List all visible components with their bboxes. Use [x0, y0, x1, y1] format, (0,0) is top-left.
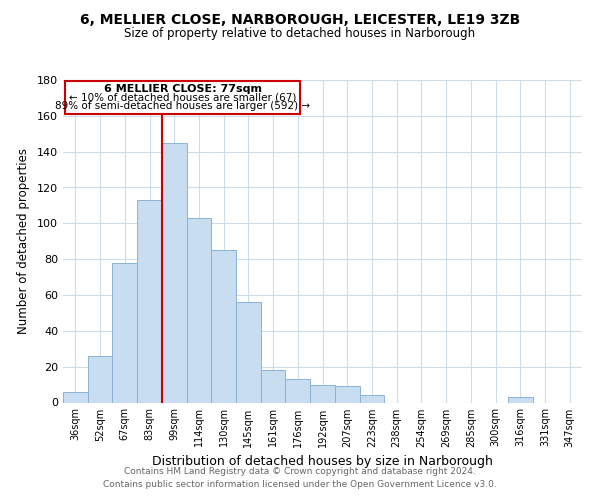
Bar [137, 200, 162, 402]
Bar [359, 396, 384, 402]
Bar [112, 262, 137, 402]
Bar [286, 379, 310, 402]
Bar [211, 250, 236, 402]
Bar [162, 142, 187, 402]
Text: Contains HM Land Registry data © Crown copyright and database right 2024.: Contains HM Land Registry data © Crown c… [124, 467, 476, 476]
Text: 89% of semi-detached houses are larger (592) →: 89% of semi-detached houses are larger (… [55, 100, 310, 110]
Bar [63, 392, 88, 402]
Bar [236, 302, 261, 402]
Bar [508, 397, 533, 402]
Bar [187, 218, 211, 402]
Text: ← 10% of detached houses are smaller (67): ← 10% of detached houses are smaller (67… [69, 92, 296, 102]
Bar [335, 386, 359, 402]
FancyBboxPatch shape [65, 81, 300, 114]
Y-axis label: Number of detached properties: Number of detached properties [17, 148, 30, 334]
Bar [88, 356, 112, 403]
Bar [261, 370, 286, 402]
Text: Size of property relative to detached houses in Narborough: Size of property relative to detached ho… [124, 28, 476, 40]
X-axis label: Distribution of detached houses by size in Narborough: Distribution of detached houses by size … [152, 455, 493, 468]
Bar [310, 384, 335, 402]
Text: 6 MELLIER CLOSE: 77sqm: 6 MELLIER CLOSE: 77sqm [104, 84, 262, 94]
Text: 6, MELLIER CLOSE, NARBOROUGH, LEICESTER, LE19 3ZB: 6, MELLIER CLOSE, NARBOROUGH, LEICESTER,… [80, 12, 520, 26]
Text: Contains public sector information licensed under the Open Government Licence v3: Contains public sector information licen… [103, 480, 497, 489]
